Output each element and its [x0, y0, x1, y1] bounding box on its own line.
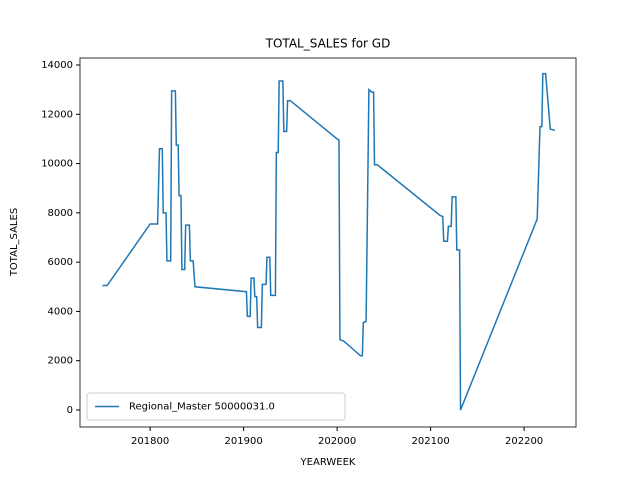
chart-title: TOTAL_SALES for GD	[265, 37, 391, 51]
x-tick-label: 201800	[131, 436, 169, 447]
y-tick-label: 6000	[48, 257, 73, 268]
plot-frame	[79, 57, 577, 428]
legend-box	[86, 392, 346, 421]
x-axis-label: YEARWEEK	[300, 457, 356, 468]
y-tick-label: 2000	[48, 356, 73, 367]
x-tick-label: 202200	[505, 436, 543, 447]
x-tick-label: 201900	[225, 436, 263, 447]
y-tick-label: 4000	[48, 306, 73, 317]
y-axis-label: TOTAL_SALES	[9, 208, 20, 277]
x-tick-label: 202000	[318, 436, 356, 447]
y-tick-label: 10000	[41, 159, 73, 170]
y-tick-label: 0	[67, 405, 73, 416]
y-tick-label: 14000	[41, 60, 73, 71]
x-tick-label: 202100	[412, 436, 450, 447]
data-line	[102, 72, 556, 411]
y-tick-label: 8000	[48, 208, 73, 219]
legend-label: Regional_Master 50000031.0	[129, 402, 275, 413]
y-tick-label: 12000	[41, 109, 73, 120]
